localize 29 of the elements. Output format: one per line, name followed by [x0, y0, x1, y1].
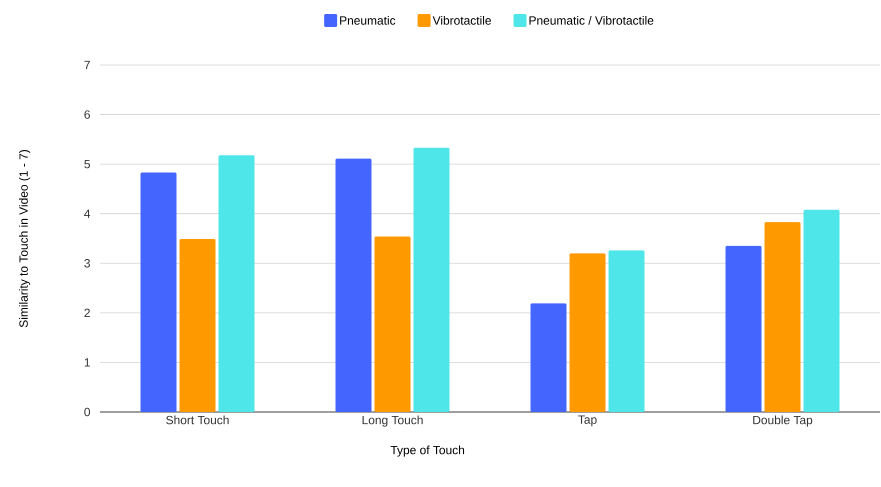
y-tick-label: 2	[84, 308, 90, 318]
legend-label: Vibrotactile	[432, 16, 491, 25]
x-tick-label: Tap	[578, 416, 597, 426]
bar	[140, 172, 177, 412]
y-tick-label: 0	[84, 408, 90, 416]
legend-label: Pneumatic	[340, 16, 396, 25]
bar	[804, 210, 840, 412]
y-tick-label: 1	[84, 358, 90, 367]
bar	[336, 158, 372, 412]
bar	[608, 250, 645, 412]
legend-label: Pneumatic / Vibrotactile	[529, 16, 654, 25]
y-axis-title: Similarity to Touch in Video (1 - 7)	[19, 150, 30, 328]
bar	[726, 246, 762, 412]
bar	[530, 303, 567, 412]
x-axis-title: Type of Touch	[390, 446, 464, 457]
bar	[180, 238, 216, 412]
bar	[570, 253, 606, 412]
y-tick-label: 3	[84, 259, 90, 268]
bar	[414, 148, 450, 412]
y-tick-label: 4	[84, 210, 90, 218]
bar	[764, 222, 801, 412]
y-tick-label: 6	[84, 110, 90, 119]
y-tick-label: 7	[84, 60, 90, 70]
x-tick-label: Short Touch	[166, 416, 229, 424]
bar	[374, 236, 411, 412]
x-tick-label: Double Tap	[753, 416, 812, 427]
bar	[218, 155, 255, 412]
y-tick-label: 5	[84, 160, 90, 168]
x-tick-label: Long Touch	[362, 416, 423, 427]
